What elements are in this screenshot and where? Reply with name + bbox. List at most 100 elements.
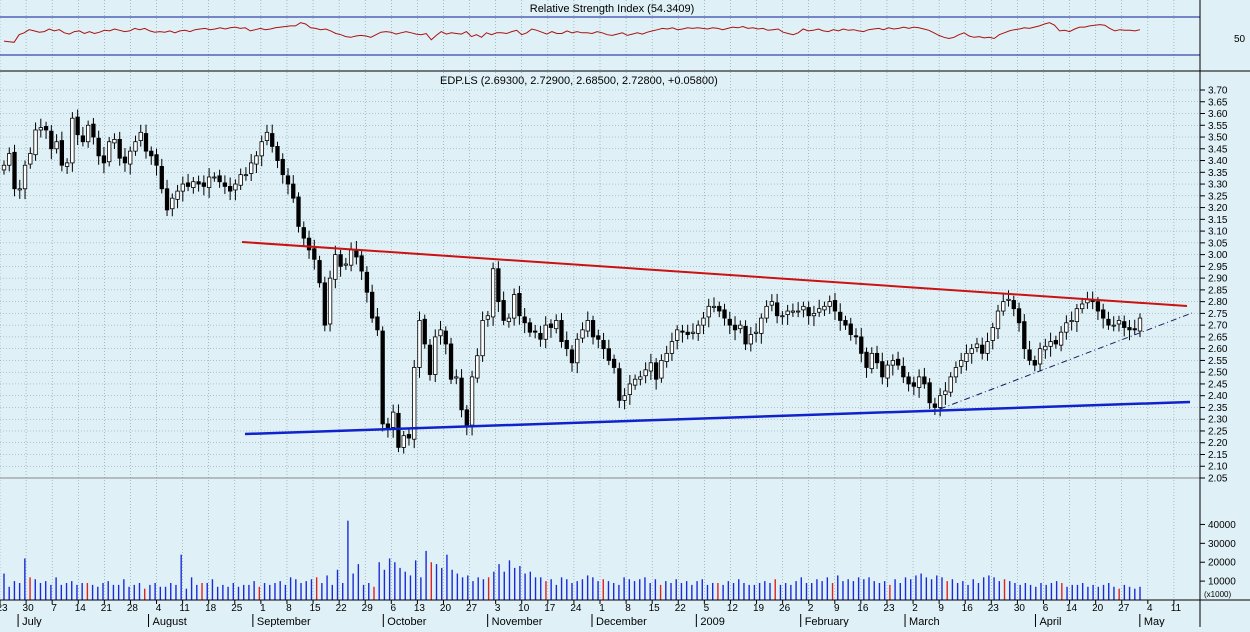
candle-body (927, 382, 932, 404)
candle-body (543, 324, 548, 340)
date-tick-label: 25 (231, 603, 243, 614)
candle-body (1064, 322, 1069, 333)
candle-body (28, 153, 33, 165)
candle-body (170, 197, 175, 210)
price-tick-label: 3.25 (1208, 191, 1228, 202)
candle-body (1106, 318, 1111, 326)
candle-body (853, 335, 859, 338)
candle-body (412, 367, 417, 440)
candle-body (590, 320, 596, 338)
date-tick-label: 12 (727, 603, 739, 614)
candle-body (275, 146, 280, 161)
candle-body (706, 305, 711, 318)
candle-body (1022, 321, 1027, 350)
candle-body (974, 343, 980, 348)
candle-body (922, 376, 927, 385)
candle-body (701, 317, 706, 326)
month-label: August (153, 616, 187, 627)
price-tick-label: 2.05 (1208, 474, 1228, 485)
candle-body (291, 183, 296, 199)
price-tick-label: 3.00 (1208, 250, 1228, 261)
candle-body (848, 323, 853, 335)
candle-body (675, 329, 680, 341)
candle-body (149, 150, 154, 157)
price-tick-label: 3.50 (1208, 133, 1228, 144)
candle-body (517, 293, 522, 317)
candle-body (12, 151, 17, 190)
rising-support-trendline (939, 312, 1193, 410)
support-trendline (244, 400, 1191, 436)
candle-body (475, 355, 480, 379)
candle-body (827, 301, 832, 307)
date-tick-label: 26 (779, 603, 791, 614)
candle-body (59, 140, 65, 166)
rsi-panel: Relative Strength Index (54.3409) 50 (0, 3, 1246, 56)
candle-body (101, 155, 107, 164)
candle-body (969, 348, 974, 354)
candle-body (795, 310, 801, 313)
candle-body (1037, 348, 1043, 365)
candle-body (154, 154, 159, 166)
date-tick-label: 28 (127, 603, 139, 614)
candle-body (354, 249, 359, 258)
date-tick-label: 18 (205, 603, 217, 614)
price-tick-label: 3.10 (1208, 227, 1228, 238)
date-tick-label: 9 (938, 603, 944, 614)
candle-body (196, 181, 201, 185)
candle-body (664, 352, 669, 362)
date-tick-label: 1 (599, 603, 605, 614)
candle-body (438, 329, 443, 337)
candle-body (937, 395, 943, 408)
candle-body (838, 311, 843, 321)
candle-body (280, 158, 285, 176)
candle-body (811, 312, 817, 317)
candle-body (369, 291, 375, 319)
price-tick-label: 3.40 (1208, 156, 1228, 167)
date-tick-label: 2 (912, 603, 918, 614)
candle-body (506, 317, 512, 323)
candle-body (1006, 298, 1011, 301)
candle-body (70, 117, 75, 164)
candle-body (643, 369, 648, 377)
candle-body (7, 153, 12, 166)
candle-body (212, 176, 217, 179)
price-tick-label: 3.20 (1208, 203, 1228, 214)
candle-body (738, 324, 743, 330)
candle-body (753, 331, 759, 334)
candle-body (254, 155, 259, 165)
month-label: October (387, 616, 426, 627)
candle-body (711, 305, 717, 308)
candle-body (911, 382, 917, 387)
candle-body (916, 376, 922, 388)
price-tick-label: 2.55 (1208, 356, 1228, 367)
candle-body (22, 164, 28, 190)
candle-body (259, 141, 264, 157)
candle-body (901, 365, 906, 378)
candle-body (159, 166, 164, 190)
candle-body (832, 300, 838, 312)
candle-body (732, 324, 738, 331)
candle-body (417, 320, 422, 368)
candle-body (91, 123, 96, 138)
date-tick-label: 17 (544, 603, 556, 614)
candle-body (191, 181, 196, 188)
candle-body (548, 323, 554, 328)
candle-body (817, 308, 822, 313)
candle-body (306, 237, 312, 251)
candle-body (1, 164, 7, 171)
candle-body (1137, 317, 1143, 332)
price-panel: EDP.LS (2.69300, 2.72900, 2.68500, 2.728… (1, 75, 1193, 454)
candle-body (1095, 301, 1101, 312)
price-tick-label: 2.85 (1208, 285, 1228, 296)
price-tick-label: 3.05 (1208, 238, 1228, 249)
candle-body (648, 362, 654, 372)
date-tick-label: 11 (179, 603, 190, 614)
date-tick-label: 8 (286, 603, 292, 614)
candle-body (1079, 303, 1085, 310)
candle-body (669, 341, 675, 354)
candle-body (785, 310, 790, 315)
candle-body (43, 126, 49, 131)
date-tick-label: 23 (988, 603, 1000, 614)
